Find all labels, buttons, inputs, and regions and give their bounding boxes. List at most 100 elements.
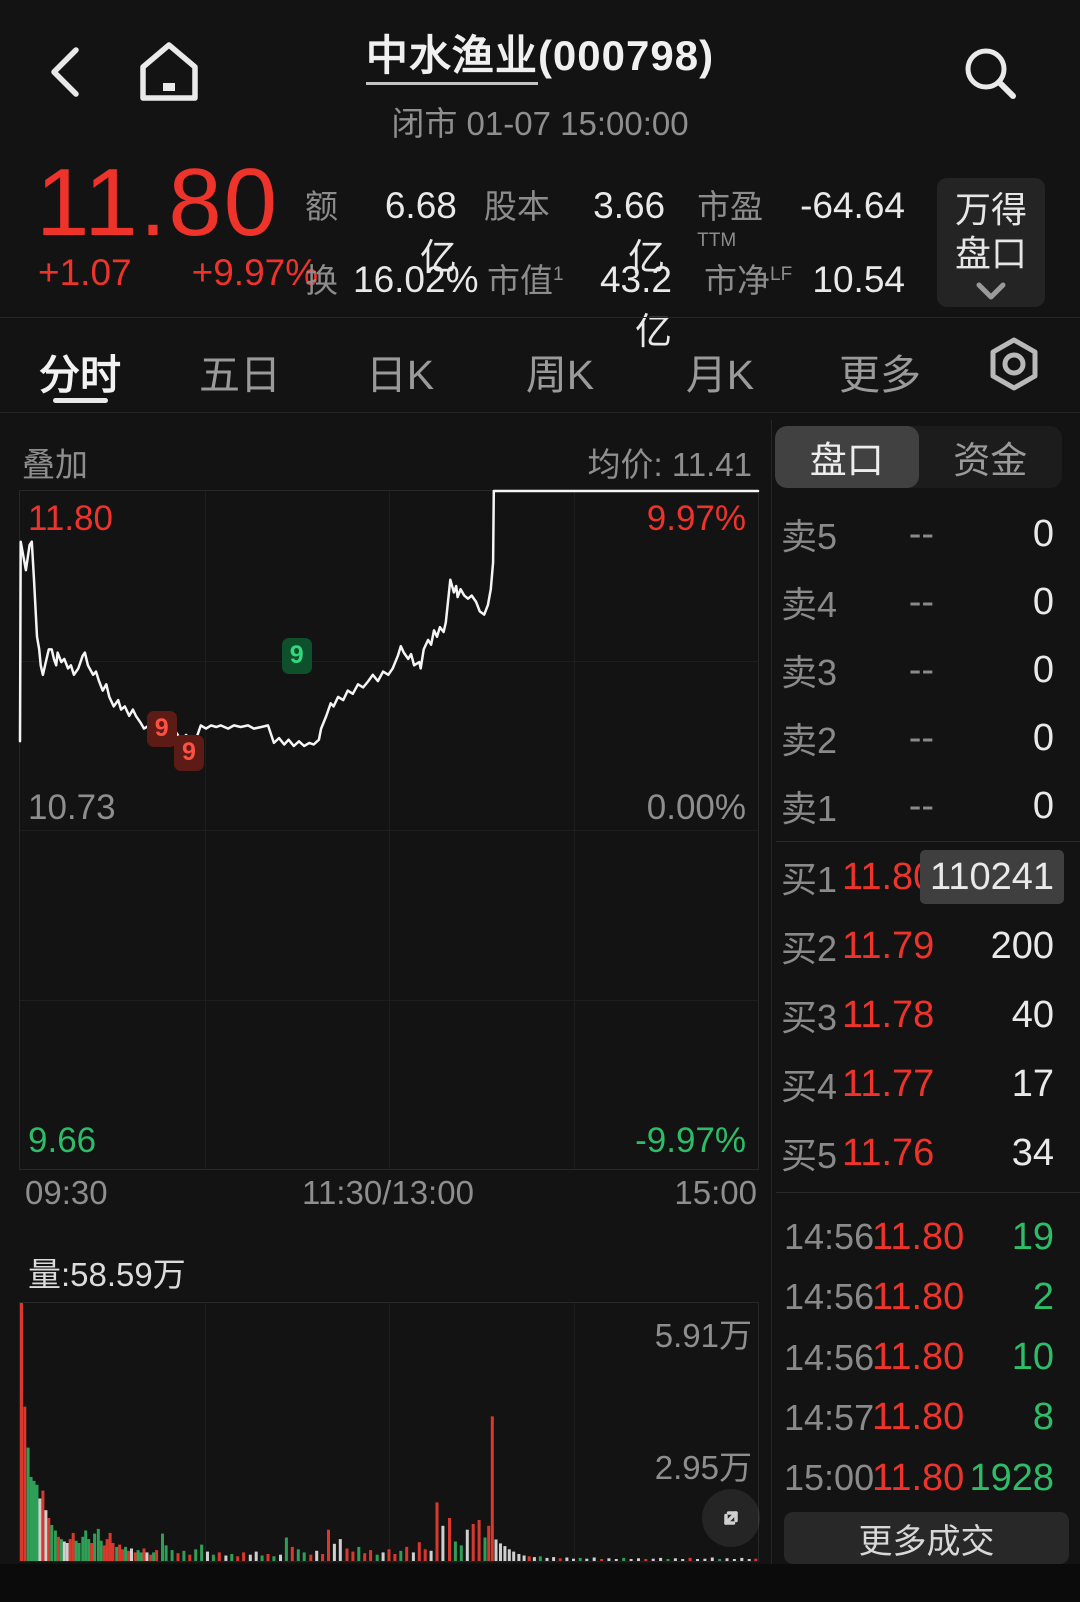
level-price: 11.78 (842, 993, 935, 1036)
stat-label: 换 (305, 262, 338, 299)
trade-volume: 1928 (969, 1456, 1054, 1499)
more-trades-button[interactable]: 更多成交 (784, 1512, 1069, 1564)
level-label: 买3 (781, 997, 838, 1038)
price-change-pct: +9.97% (191, 252, 319, 293)
axis-tick: 11:30/13:00 (302, 1174, 474, 1211)
trade-price: 11.80 (872, 1456, 965, 1499)
trade-volume: 19 (1011, 1215, 1054, 1258)
level-label: 卖5 (781, 516, 838, 557)
level-volume: 0 (1032, 580, 1054, 623)
stat-value: -64.64 (800, 185, 905, 226)
order-book-row[interactable]: 买2 11.79 200 (772, 912, 1080, 980)
order-book-row[interactable]: 卖5 -- 0 (772, 500, 1080, 568)
order-book-row[interactable]: 买1 11.80 110241 (772, 843, 1080, 911)
tab-order-book[interactable]: 盘口 (775, 426, 919, 488)
trade-price: 11.80 (872, 1215, 965, 1258)
stat-label: 市值1 (487, 262, 564, 299)
axis-tick: 09:30 (25, 1174, 108, 1211)
volume-bar-chart[interactable]: 5.91万 2.95万 (19, 1302, 759, 1562)
order-book-row[interactable]: 买5 11.76 34 (772, 1119, 1080, 1187)
level-price: -- (908, 580, 934, 623)
search-icon[interactable] (960, 44, 1022, 104)
trade-price: 11.80 (872, 1336, 965, 1379)
level-label: 买4 (781, 1066, 838, 1107)
chevron-down-icon (976, 282, 1006, 300)
order-book-row[interactable]: 买4 11.77 17 (772, 1050, 1080, 1118)
level-volume: 0 (1032, 716, 1054, 759)
level-price: -- (908, 648, 934, 691)
quote-stats: 额 6.68亿 股本 3.66亿 市盈TTM -64.64 换 16.02% 市… (305, 180, 905, 352)
y-label-high: 11.80 (28, 499, 113, 538)
trade-time: 15:00 (784, 1457, 875, 1499)
back-icon[interactable] (44, 44, 84, 100)
price-change: +1.07 (38, 252, 132, 293)
order-book-row[interactable]: 卖3 -- 0 (772, 636, 1080, 704)
chart-settings-icon[interactable] (988, 336, 1040, 392)
level-price: -- (908, 716, 934, 759)
trade-time: 14:57 (784, 1396, 875, 1438)
order-book-row[interactable]: 卖2 -- 0 (772, 704, 1080, 772)
level-label: 卖3 (781, 652, 838, 693)
order-book-row[interactable]: 买3 11.78 40 (772, 981, 1080, 1049)
level-price: 11.80 (842, 855, 935, 898)
stock-name: 中水渔业 (365, 32, 538, 85)
panel-tab-bar: 盘口 资金 (775, 426, 1062, 488)
stat-label: 股本 (483, 188, 550, 225)
trade-row: 14:57 11.80 8 (772, 1388, 1080, 1448)
fullscreen-expand-icon[interactable] (702, 1489, 760, 1547)
news-marker-green[interactable]: 9 (281, 637, 312, 674)
trade-volume: 8 (1032, 1396, 1054, 1439)
volume-bars (20, 1303, 758, 1561)
price-change-row: +1.07 +9.97% (38, 252, 318, 294)
tab-period-4[interactable]: 月K (685, 352, 755, 398)
volume-scale-lower: 2.95万 (654, 1449, 752, 1486)
level-label: 卖1 (781, 788, 838, 829)
wind-order-book-button[interactable]: 万得 盘口 (937, 178, 1045, 307)
tab-period-3[interactable]: 周K (525, 352, 595, 398)
news-marker-red[interactable]: 9 (146, 710, 177, 747)
stat-label: 市盈TTM (697, 188, 764, 251)
tab-period-0[interactable]: 分时 (39, 352, 121, 398)
level-label: 买5 (781, 1135, 838, 1176)
level-price: 11.79 (842, 924, 935, 967)
level-volume: 110241 (920, 849, 1064, 904)
stat-label: 额 (305, 188, 338, 225)
trade-price: 11.80 (872, 1396, 965, 1439)
page-title: 中水渔业(000798) (0, 22, 1080, 85)
level-price: 11.76 (842, 1131, 935, 1174)
level-volume: 200 (990, 924, 1054, 967)
trade-volume: 2 (1032, 1275, 1054, 1318)
tab-period-5[interactable]: 更多 (839, 352, 921, 398)
avg-price-label: 均价: 11.41 (587, 446, 752, 483)
trade-row: 14:56 11.80 10 (772, 1328, 1080, 1388)
volume-scale-upper: 5.91万 (654, 1317, 752, 1354)
level-label: 卖4 (781, 584, 838, 625)
level-volume: 0 (1032, 648, 1054, 691)
overlay-toggle[interactable]: 叠加 (22, 446, 88, 483)
volume-total-label: 量:58.59万 (28, 1256, 186, 1293)
level-volume: 17 (1011, 1062, 1054, 1105)
trade-row: 14:56 11.80 2 (772, 1267, 1080, 1327)
period-tab-bar: 分时 五日 日K 周K 月K 更多 (0, 330, 1080, 412)
news-marker-red[interactable]: 9 (174, 734, 204, 771)
tab-funds[interactable]: 资金 (953, 440, 1028, 481)
order-book-row[interactable]: 卖1 -- 0 (772, 772, 1080, 840)
bottom-strip (0, 1564, 1080, 1602)
y-label-low: 9.66 (28, 1121, 97, 1160)
home-icon[interactable] (138, 40, 200, 104)
trade-time: 14:56 (784, 1276, 875, 1318)
level-volume: 0 (1032, 784, 1054, 827)
level-label: 卖2 (781, 720, 838, 761)
y-label-mid: 10.73 (28, 788, 116, 827)
trade-row: 14:56 11.80 19 (772, 1207, 1080, 1267)
trade-time: 14:56 (784, 1336, 875, 1378)
tab-period-2[interactable]: 日K (365, 352, 435, 398)
level-label: 买2 (781, 928, 838, 969)
tab-period-1[interactable]: 五日 (199, 352, 281, 398)
order-book-row[interactable]: 卖4 -- 0 (772, 568, 1080, 636)
trade-row: 15:00 11.80 1928 (772, 1448, 1080, 1508)
stat-value: 6.68亿 (384, 185, 457, 278)
level-volume: 34 (1011, 1131, 1054, 1174)
y-label-mid-pct: 0.00% (646, 788, 746, 827)
